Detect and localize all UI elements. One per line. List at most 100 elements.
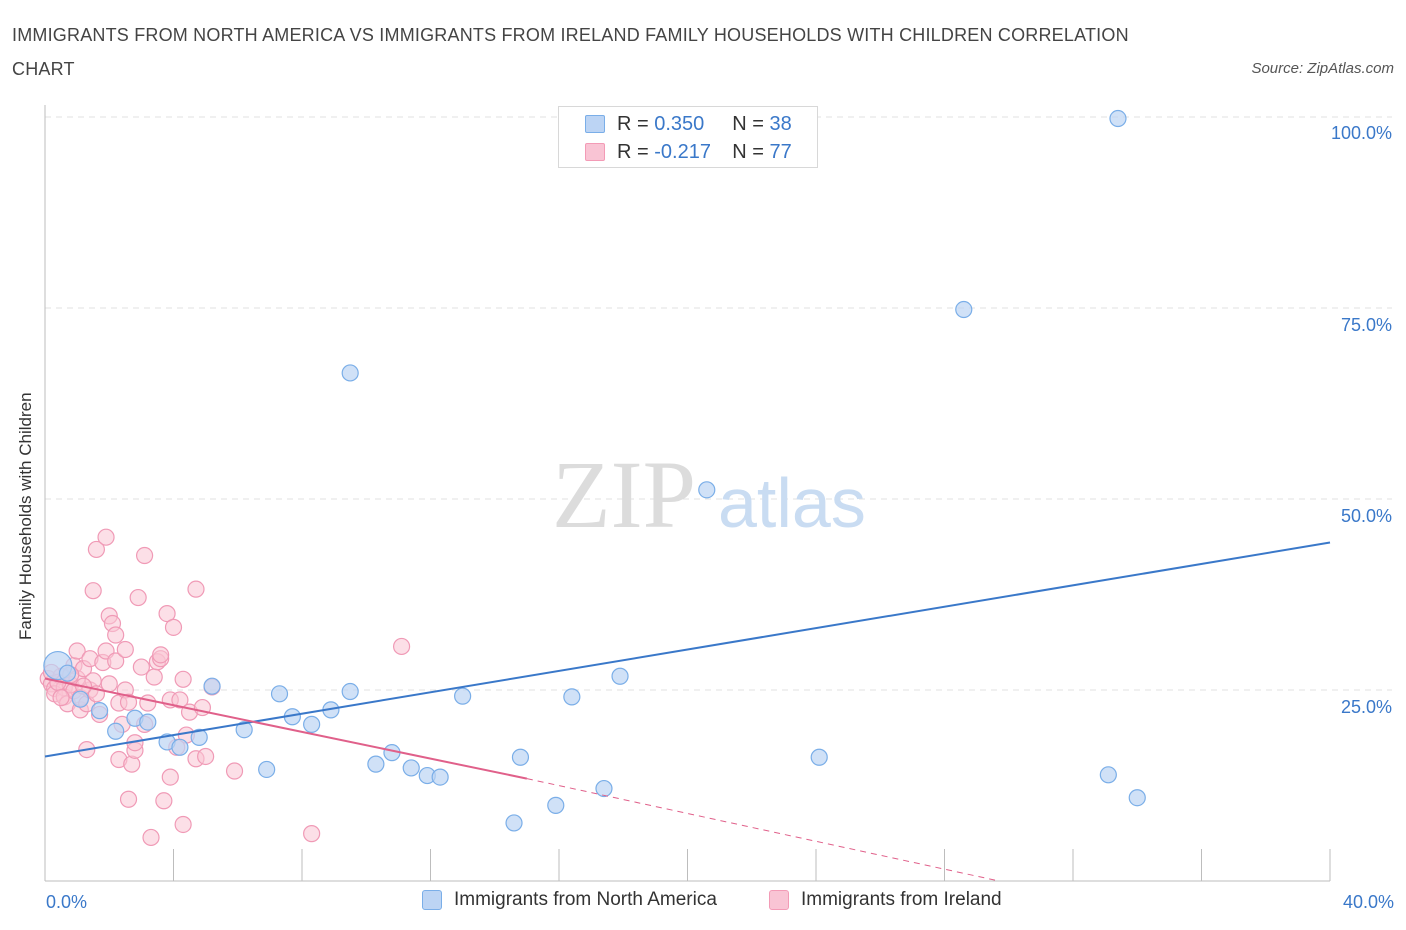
chart-title: IMMIGRANTS FROM NORTH AMERICA VS IMMIGRA… bbox=[12, 25, 1129, 79]
y-tick-100: 100.0% bbox=[1330, 123, 1392, 143]
legend-r-label: R = bbox=[617, 140, 649, 163]
ireland-point bbox=[97, 528, 115, 546]
north-america-point bbox=[190, 728, 208, 746]
ireland-point bbox=[107, 626, 125, 644]
north-america-point bbox=[511, 748, 530, 766]
legend-n-value: 77 bbox=[769, 140, 792, 163]
north-america-point bbox=[505, 814, 523, 832]
watermark-zip: ZIP bbox=[552, 441, 696, 548]
ireland-point bbox=[87, 540, 106, 559]
grid-lines bbox=[45, 116, 1392, 691]
north-america-points bbox=[43, 109, 1146, 832]
ireland-point bbox=[129, 588, 147, 607]
north-america-point bbox=[595, 779, 613, 798]
north-america-point bbox=[139, 713, 157, 731]
correlation-legend: R = 0.350 N = 38 R = -0.217 N = 77 bbox=[558, 106, 818, 168]
north-america-point bbox=[454, 687, 472, 705]
north-america-point bbox=[71, 690, 89, 708]
north-america-point bbox=[1099, 766, 1117, 784]
ireland-point bbox=[171, 691, 189, 709]
ireland-point bbox=[132, 658, 150, 676]
y-axis-label: Family Households with Children bbox=[16, 392, 35, 640]
ireland-point bbox=[197, 747, 215, 766]
north-america-point bbox=[367, 755, 385, 773]
ireland-point bbox=[164, 618, 183, 636]
legend-n-label: N = bbox=[732, 112, 764, 135]
trend-lines bbox=[44, 541, 1331, 882]
ireland-point bbox=[161, 768, 179, 786]
legend-swatch-blue bbox=[585, 115, 605, 133]
x-tick-min: 0.0% bbox=[46, 892, 88, 912]
ireland-point bbox=[225, 762, 244, 780]
north-america-point bbox=[107, 722, 125, 740]
legend-swatch-pink bbox=[585, 143, 605, 161]
legend-r-value: 0.350 bbox=[654, 112, 705, 135]
ireland-point bbox=[116, 640, 134, 659]
ireland-point bbox=[68, 642, 86, 660]
north-america-point bbox=[1128, 789, 1146, 807]
north-america-point bbox=[91, 702, 109, 720]
ireland-point bbox=[174, 670, 192, 688]
ireland-trend-line bbox=[526, 778, 1000, 882]
north-america-point bbox=[611, 667, 629, 685]
ireland-point bbox=[142, 828, 160, 847]
ireland-point bbox=[119, 790, 138, 808]
ireland-point bbox=[303, 825, 321, 843]
legend-row-north-america: R = 0.350 N = 38 bbox=[585, 112, 792, 136]
ireland-point bbox=[145, 668, 163, 686]
north-america-point bbox=[431, 768, 449, 786]
north-america-point bbox=[258, 760, 276, 779]
ireland-trend-line bbox=[44, 677, 528, 780]
north-america-point bbox=[402, 759, 420, 777]
north-america-point bbox=[1109, 109, 1127, 128]
ireland-point bbox=[139, 694, 157, 712]
y-tick-75: 75.0% bbox=[1340, 315, 1392, 335]
legend-item-ireland[interactable]: Immigrants from Ireland bbox=[769, 889, 1002, 911]
legend-n-label: N = bbox=[732, 140, 764, 163]
legend-n-value: 38 bbox=[769, 112, 792, 135]
north-america-point bbox=[270, 685, 289, 703]
ireland-point bbox=[135, 546, 154, 565]
y-tick-25: 25.0% bbox=[1340, 697, 1392, 717]
north-america-trend-line bbox=[44, 541, 1331, 758]
north-america-point bbox=[810, 748, 828, 766]
north-america-point bbox=[341, 364, 359, 382]
ireland-point bbox=[107, 652, 125, 670]
ireland-point bbox=[392, 637, 411, 656]
ireland-point bbox=[119, 693, 138, 711]
ireland-point bbox=[152, 646, 170, 664]
legend-item-north-america[interactable]: Immigrants from North America bbox=[422, 889, 717, 911]
legend-label: Immigrants from North America bbox=[454, 889, 717, 910]
axes bbox=[44, 105, 1331, 882]
legend-r-label: R = bbox=[617, 112, 649, 135]
y-tick-50: 50.0% bbox=[1340, 506, 1392, 526]
ireland-point bbox=[52, 689, 70, 707]
ireland-point bbox=[155, 792, 173, 810]
north-america-point bbox=[547, 796, 565, 814]
north-america-point bbox=[58, 664, 77, 682]
source-label: Source: ZipAtlas.com bbox=[1251, 60, 1394, 77]
ireland-point bbox=[100, 675, 118, 693]
legend-row-ireland: R = -0.217 N = 77 bbox=[585, 140, 792, 164]
series-legend: Immigrants from North America Immigrants… bbox=[0, 889, 1406, 915]
ireland-point bbox=[187, 580, 205, 598]
north-america-point bbox=[303, 715, 321, 733]
north-america-point bbox=[563, 688, 581, 706]
legend-swatch-pink bbox=[769, 890, 789, 910]
north-america-point bbox=[698, 481, 716, 499]
north-america-point bbox=[341, 682, 359, 701]
ireland-points bbox=[39, 528, 411, 847]
watermark: ZIP atlas bbox=[552, 441, 866, 548]
legend-label: Immigrants from Ireland bbox=[801, 889, 1002, 910]
ireland-point bbox=[84, 582, 102, 600]
north-america-point bbox=[203, 677, 221, 695]
ireland-point bbox=[158, 604, 176, 623]
north-america-point bbox=[955, 300, 973, 319]
north-america-point bbox=[171, 738, 189, 756]
legend-swatch-blue bbox=[422, 890, 442, 910]
watermark-atlas: atlas bbox=[718, 464, 866, 542]
ireland-point bbox=[174, 815, 192, 834]
x-tick-max: 40.0% bbox=[1342, 892, 1394, 912]
north-america-point bbox=[235, 721, 253, 739]
